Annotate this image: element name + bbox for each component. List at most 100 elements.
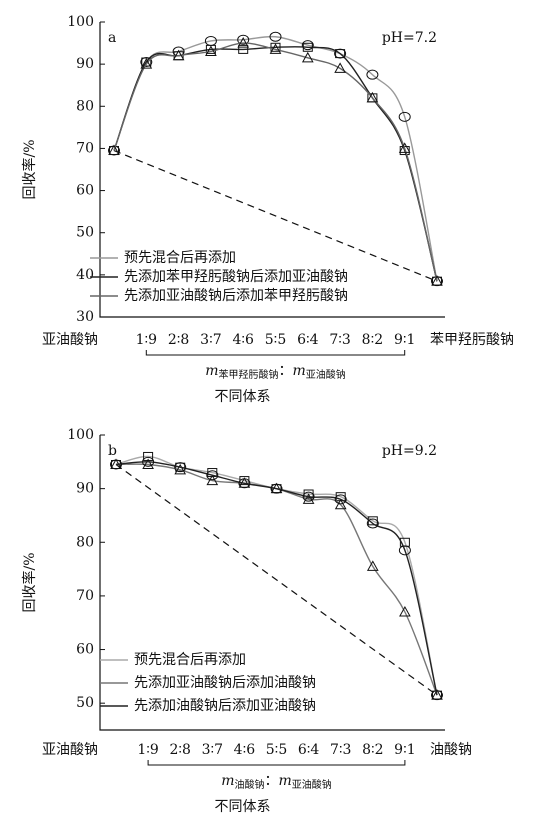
- reference-line: [115, 464, 438, 696]
- marker: [366, 91, 379, 103]
- reference-line: [113, 149, 438, 282]
- x-tick-label: 7∶3: [330, 742, 351, 758]
- marker: [301, 51, 314, 63]
- y-tick-label: 60: [76, 183, 94, 199]
- marker: [269, 31, 282, 42]
- x-tick-label: 亚油酸钠: [42, 332, 98, 348]
- legend-label: 先添加油酸钠后添加亚油酸钠: [134, 698, 316, 714]
- marker: [398, 142, 411, 153]
- ratio-part: 油酸钠: [235, 778, 265, 791]
- annotation: pH=7.2: [382, 30, 437, 46]
- y-tick-label: 90: [76, 56, 94, 72]
- x-tick-label: 油酸钠: [430, 742, 472, 758]
- x-tick-label: 3∶7: [202, 742, 223, 758]
- marker: [174, 463, 187, 475]
- legend-label: 预先混合后再添加: [124, 250, 236, 266]
- marker: [334, 494, 347, 505]
- marker: [108, 144, 120, 156]
- y-tick-label: 70: [76, 140, 94, 156]
- y-tick-label: 100: [67, 14, 94, 30]
- y-tick-label: 70: [76, 588, 94, 604]
- x-tick-label: 6∶4: [297, 332, 319, 348]
- marker: [270, 42, 281, 52]
- y-tick-label: 30: [76, 309, 94, 325]
- y-tick-label: 60: [76, 642, 94, 658]
- marker: [206, 470, 219, 481]
- ratio-label: m油酸钠：m亚油酸钠: [221, 773, 332, 791]
- marker: [366, 518, 379, 529]
- marker: [270, 483, 283, 494]
- axes: [99, 435, 445, 731]
- x-tick-label: 9∶1: [394, 332, 415, 348]
- marker: [238, 478, 251, 489]
- ratio-part: m: [205, 363, 218, 379]
- marker: [334, 62, 346, 73]
- bracket: [147, 760, 406, 766]
- marker: [302, 493, 315, 504]
- marker: [302, 42, 313, 52]
- marker: [302, 491, 315, 502]
- marker: [398, 545, 411, 556]
- marker: [431, 275, 443, 286]
- x-tick-label: 1∶9: [137, 742, 158, 758]
- series-line: [113, 46, 438, 282]
- marker: [431, 689, 443, 700]
- ratio-part: 苯甲羟肟酸钠: [219, 368, 279, 381]
- annotation: pH=9.2: [382, 443, 437, 459]
- x-tick-label: 9∶1: [394, 742, 415, 758]
- y-tick-label: 80: [76, 98, 94, 114]
- x-tick-label: 3∶7: [200, 332, 221, 348]
- legend-label: 先添加亚油酸钠后添加油酸钠: [134, 675, 316, 691]
- x-axis-label: 不同体系: [215, 389, 271, 405]
- bracket: [145, 350, 406, 356]
- marker: [142, 456, 155, 467]
- marker: [140, 58, 153, 69]
- y-tick-label: 50: [76, 225, 94, 241]
- legend-label: 先添加苯甲羟肟酸钠后添加亚油酸钠: [124, 268, 348, 285]
- marker: [431, 690, 443, 701]
- x-axis-label: 不同体系: [215, 799, 271, 815]
- y-tick-label: 100: [67, 427, 94, 443]
- ratio-part: m: [221, 773, 234, 789]
- marker: [206, 474, 219, 486]
- series-line: [113, 35, 438, 282]
- x-tick-label: 7∶3: [329, 332, 350, 348]
- marker: [398, 111, 411, 122]
- y-tick-label: 50: [76, 695, 94, 711]
- marker: [301, 40, 314, 51]
- marker: [205, 45, 217, 56]
- marker: [205, 44, 216, 54]
- x-tick-label: 亚油酸钠: [42, 742, 98, 758]
- marker: [110, 459, 122, 470]
- y-axis-label: 回收率/%: [21, 552, 38, 612]
- marker: [335, 49, 346, 59]
- x-tick-label: 苯甲羟肟酸钠: [430, 331, 514, 348]
- marker: [172, 49, 185, 61]
- x-tick-label: 4∶6: [234, 742, 256, 758]
- panel-label: a: [108, 30, 116, 46]
- ratio-part: ：: [279, 363, 293, 379]
- marker: [174, 462, 187, 473]
- marker: [141, 57, 152, 67]
- x-tick-label: 4∶6: [232, 332, 254, 348]
- y-tick-label: 80: [76, 534, 94, 550]
- series-line: [115, 461, 438, 696]
- legend-label: 预先混合后再添加: [134, 652, 246, 668]
- marker: [238, 44, 249, 54]
- x-tick-label: 5∶5: [265, 332, 286, 348]
- x-tick-label: 5∶5: [266, 742, 287, 758]
- series-line: [113, 42, 438, 282]
- marker: [237, 37, 250, 48]
- marker: [142, 458, 154, 469]
- legend-label: 先添加亚油酸钠后添加苯甲羟肟酸钠: [124, 287, 348, 304]
- marker: [269, 43, 282, 54]
- x-tick-label: 2∶8: [168, 332, 189, 348]
- y-tick-label: 40: [76, 267, 94, 283]
- panel-label: b: [108, 443, 117, 459]
- x-tick-label: 6∶4: [298, 742, 320, 758]
- ratio-part: 亚油酸钠: [306, 368, 346, 381]
- marker: [399, 605, 411, 617]
- marker: [334, 498, 347, 510]
- y-tick-label: 90: [76, 481, 94, 497]
